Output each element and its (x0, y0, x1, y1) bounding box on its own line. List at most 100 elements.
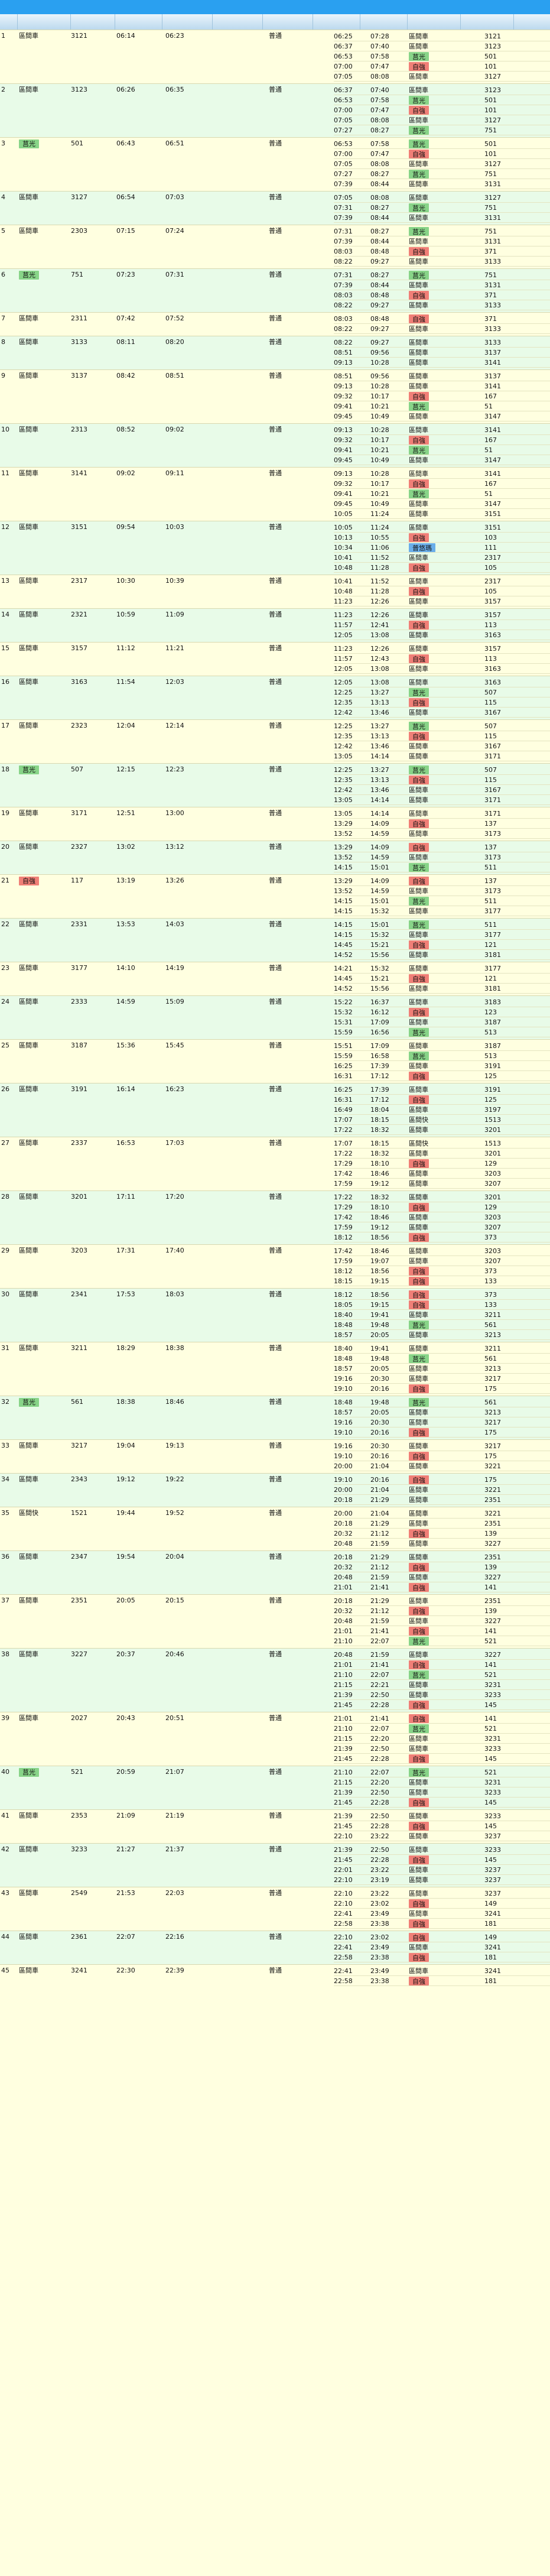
transfer-row[interactable]: 17:59 19:07 區間車 3207 (334, 1256, 550, 1266)
transfer-row[interactable]: 22:10 23:02 自強 149 (334, 1899, 550, 1909)
transfer-row[interactable]: 16:25 17:39 區間車 3191 (334, 1061, 550, 1071)
transfer-row[interactable]: 06:37 07:40 區間車 3123 (334, 41, 550, 51)
transfer-row[interactable]: 21:01 21:41 自強 141 (334, 1582, 550, 1592)
transfer-row[interactable]: 22:58 23:38 自強 181 (334, 1952, 550, 1962)
train-group[interactable]: 24 區間車 2333 14:59 15:09 普通 15:22 16:37 區間車 3183 15… (0, 995, 550, 1039)
transfer-row[interactable]: 12:42 13:46 區間車 3167 (334, 708, 550, 718)
transfer-row[interactable]: 21:39 22:50 區間車 3233 (334, 1787, 550, 1798)
transfer-row[interactable]: 20:18 21:29 區間車 2351 (334, 1495, 550, 1505)
transfer-row[interactable]: 07:00 07:47 自強 101 (334, 149, 550, 159)
transfer-row[interactable]: 14:45 15:21 自強 121 (334, 940, 550, 950)
transfer-row[interactable]: 06:53 07:58 莒光 501 (334, 95, 550, 105)
train-group[interactable]: 14 區間車 2321 10:59 11:09 普通 11:23 12:26 區間車 3157 11… (0, 608, 550, 642)
header-tab-9[interactable] (360, 14, 408, 30)
transfer-row[interactable]: 13:29 14:09 自強 137 (334, 819, 550, 829)
transfer-row[interactable]: 08:51 09:56 區間車 3137 (334, 348, 550, 358)
transfer-row[interactable]: 18:12 18:56 自強 373 (334, 1290, 550, 1300)
transfer-row[interactable]: 15:22 16:37 區間車 3183 (334, 997, 550, 1007)
transfer-row[interactable]: 10:48 11:28 自強 105 (334, 586, 550, 596)
transfer-row[interactable]: 17:42 18:46 區間車 3203 (334, 1246, 550, 1256)
transfer-row[interactable]: 20:32 21:12 自強 139 (334, 1606, 550, 1616)
transfer-row[interactable]: 09:13 10:28 區間車 3141 (334, 381, 550, 391)
transfer-row[interactable]: 22:41 23:49 區間車 3241 (334, 1909, 550, 1919)
transfer-row[interactable]: 09:13 10:28 區間車 3141 (334, 425, 550, 435)
transfer-row[interactable]: 14:15 15:32 區間車 3177 (334, 906, 550, 916)
transfer-row[interactable]: 17:29 18:10 自強 129 (334, 1202, 550, 1212)
transfer-row[interactable]: 06:53 07:58 莒光 501 (334, 139, 550, 149)
header-tab-4[interactable] (115, 14, 162, 30)
transfer-row[interactable]: 21:45 22:28 自強 145 (334, 1700, 550, 1710)
transfer-row[interactable]: 17:07 18:15 區間快 1513 (334, 1138, 550, 1149)
transfer-row[interactable]: 09:41 10:21 莒光 51 (334, 445, 550, 455)
transfer-row[interactable]: 08:03 08:48 自強 371 (334, 246, 550, 257)
train-group[interactable]: 21 自強 117 13:19 13:26 普通 13:29 14:09 自強 137 13:52 1… (0, 874, 550, 918)
transfer-row[interactable]: 07:00 07:47 自強 101 (334, 105, 550, 115)
transfer-row[interactable]: 15:31 17:09 區間車 3187 (334, 1017, 550, 1027)
transfer-row[interactable]: 18:57 20:05 區間車 3213 (334, 1330, 550, 1340)
transfer-row[interactable]: 09:32 10:17 自強 167 (334, 435, 550, 445)
transfer-row[interactable]: 09:41 10:21 莒光 51 (334, 401, 550, 411)
transfer-row[interactable]: 21:10 22:07 莒光 521 (334, 1724, 550, 1734)
transfer-row[interactable]: 17:22 18:32 區間車 3201 (334, 1125, 550, 1135)
train-group[interactable]: 44 區間車 2361 22:07 22:16 普通 22:10 23:02 自強 149 22:4… (0, 1931, 550, 1964)
transfer-row[interactable]: 13:29 14:09 自強 137 (334, 876, 550, 886)
train-group[interactable]: 43 區間車 2549 21:53 22:03 普通 22:10 23:22 區間車 3237 22… (0, 1887, 550, 1931)
train-group[interactable]: 34 區間車 2343 19:12 19:22 普通 19:10 20:16 自強 175 20:0… (0, 1473, 550, 1507)
transfer-row[interactable]: 20:48 21:59 區間車 3227 (334, 1650, 550, 1660)
train-group[interactable]: 38 區間車 3227 20:37 20:46 普通 20:48 21:59 區間車 3227 21… (0, 1648, 550, 1712)
transfer-row[interactable]: 10:13 10:55 自強 103 (334, 533, 550, 543)
transfer-row[interactable]: 15:32 16:12 自強 123 (334, 1007, 550, 1017)
train-group[interactable]: 37 區間車 2351 20:05 20:15 普通 20:18 21:29 區間車 2351 20… (0, 1594, 550, 1648)
train-group[interactable]: 15 區間車 3157 11:12 11:21 普通 11:23 12:26 區間車 3157 11… (0, 642, 550, 676)
transfer-row[interactable]: 10:41 11:52 區間車 2317 (334, 576, 550, 586)
transfer-row[interactable]: 07:39 08:44 區間車 3131 (334, 179, 550, 189)
transfer-row[interactable]: 11:23 12:26 區間車 3157 (334, 610, 550, 620)
transfer-row[interactable]: 22:58 23:38 自強 181 (334, 1919, 550, 1929)
transfer-row[interactable]: 10:41 11:52 區間車 2317 (334, 553, 550, 563)
transfer-row[interactable]: 11:57 12:43 自強 113 (334, 654, 550, 664)
train-group[interactable]: 25 區間車 3187 15:36 15:45 普通 15:51 17:09 區間車 3187 15… (0, 1039, 550, 1083)
transfer-row[interactable]: 20:48 21:59 區間車 3227 (334, 1572, 550, 1582)
transfer-row[interactable]: 12:25 13:27 莒光 507 (334, 721, 550, 731)
transfer-row[interactable]: 07:39 08:44 區間車 3131 (334, 280, 550, 290)
transfer-row[interactable]: 19:16 20:30 區間車 3217 (334, 1374, 550, 1384)
train-group[interactable]: 12 區間車 3151 09:54 10:03 普通 10:05 11:24 區間車 3151 10… (0, 521, 550, 575)
transfer-row[interactable]: 08:22 09:27 區間車 3133 (334, 338, 550, 348)
transfer-row[interactable]: 19:10 20:16 自強 175 (334, 1451, 550, 1461)
transfer-row[interactable]: 21:01 21:41 自強 141 (334, 1660, 550, 1670)
transfer-row[interactable]: 07:27 08:27 莒光 751 (334, 125, 550, 135)
train-group[interactable]: 11 區間車 3141 09:02 09:11 普通 09:13 10:28 區間車 3141 09… (0, 467, 550, 521)
transfer-row[interactable]: 06:25 07:28 區間車 3121 (334, 31, 550, 41)
transfer-row[interactable]: 18:40 19:41 區間車 3211 (334, 1344, 550, 1354)
train-group[interactable]: 26 區間車 3191 16:14 16:23 普通 16:25 17:39 區間車 3191 16… (0, 1083, 550, 1137)
transfer-row[interactable]: 22:58 23:38 自強 181 (334, 1976, 550, 1986)
transfer-row[interactable]: 08:22 09:27 區間車 3133 (334, 257, 550, 267)
transfer-row[interactable]: 13:05 14:14 區間車 3171 (334, 751, 550, 761)
transfer-row[interactable]: 13:29 14:09 自強 137 (334, 842, 550, 852)
transfer-row[interactable]: 14:15 15:01 莒光 511 (334, 862, 550, 872)
train-group[interactable]: 2 區間車 3123 06:26 06:35 普通 06:37 07:40 區間車 3123 06:… (0, 83, 550, 137)
train-group[interactable]: 3 莒光 501 06:43 06:51 普通 06:53 07:58 莒光 501 07:00 07… (0, 137, 550, 191)
transfer-row[interactable]: 20:32 21:12 自強 139 (334, 1562, 550, 1572)
transfer-row[interactable]: 17:22 18:32 區間車 3201 (334, 1192, 550, 1202)
transfer-row[interactable]: 10:05 11:24 區間車 3151 (334, 523, 550, 533)
train-group[interactable]: 35 區間快 1521 19:44 19:52 普通 20:00 21:04 區間車 3221 20… (0, 1507, 550, 1550)
transfer-row[interactable]: 12:35 13:13 自強 115 (334, 697, 550, 708)
transfer-row[interactable]: 21:39 22:50 區間車 3233 (334, 1811, 550, 1821)
transfer-row[interactable]: 20:48 21:59 區間車 3227 (334, 1539, 550, 1549)
train-group[interactable]: 39 區間車 2027 20:43 20:51 普通 21:01 21:41 自強 141 21:1… (0, 1712, 550, 1766)
transfer-row[interactable]: 21:45 22:28 自強 145 (334, 1798, 550, 1808)
transfer-row[interactable]: 17:59 19:12 區間車 3207 (334, 1222, 550, 1232)
transfer-row[interactable]: 20:00 21:04 區間車 3221 (334, 1461, 550, 1471)
transfer-row[interactable]: 08:22 09:27 區間車 3133 (334, 324, 550, 334)
transfer-row[interactable]: 18:12 18:56 自強 373 (334, 1232, 550, 1242)
transfer-row[interactable]: 07:05 08:08 區間車 3127 (334, 159, 550, 169)
transfer-row[interactable]: 22:10 23:22 區間車 3237 (334, 1889, 550, 1899)
transfer-row[interactable]: 12:25 13:27 莒光 507 (334, 687, 550, 697)
transfer-row[interactable]: 21:01 21:41 自強 141 (334, 1714, 550, 1724)
transfer-row[interactable]: 09:13 10:28 區間車 3141 (334, 469, 550, 479)
train-group[interactable]: 27 區間車 2337 16:53 17:03 普通 17:07 18:15 區間快 1513 17… (0, 1137, 550, 1190)
header-tab-2[interactable] (18, 14, 71, 30)
transfer-row[interactable]: 21:15 22:20 區間車 3231 (334, 1734, 550, 1744)
transfer-row[interactable]: 07:31 08:27 莒光 751 (334, 270, 550, 280)
